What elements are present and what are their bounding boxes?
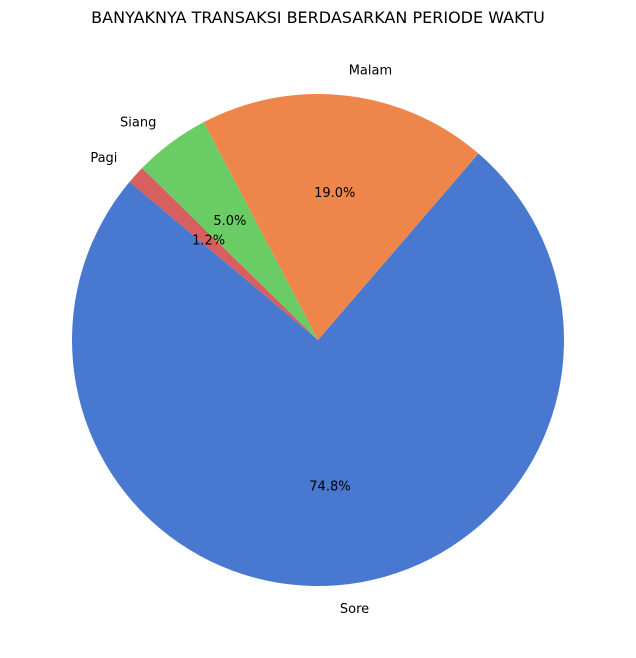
pie-slice-malam <box>203 93 479 341</box>
chart-title: BANYAKNYA TRANSAKSI BERDASARKAN PERIODE … <box>91 8 545 27</box>
pct-label-siang: 5.0% <box>213 214 246 229</box>
slice-label-sore: Sore <box>340 602 369 617</box>
pie-labels: Sore 74.8% Malam 19.0% Siang 5.0% Pagi 1.2% <box>90 64 392 618</box>
pct-label-pagi: 1.2% <box>192 233 225 248</box>
pie-slice-pagi <box>129 168 318 340</box>
slice-label-malam: Malam <box>349 64 392 79</box>
slice-label-siang: Siang <box>120 115 156 130</box>
slice-label-pagi: Pagi <box>90 151 117 166</box>
pct-label-malam: 19.0% <box>314 186 355 201</box>
pie-slice-sore <box>71 153 564 586</box>
pct-label-sore: 74.8% <box>309 480 350 495</box>
pie-slice-siang <box>141 122 318 341</box>
pie-slices <box>71 93 564 586</box>
